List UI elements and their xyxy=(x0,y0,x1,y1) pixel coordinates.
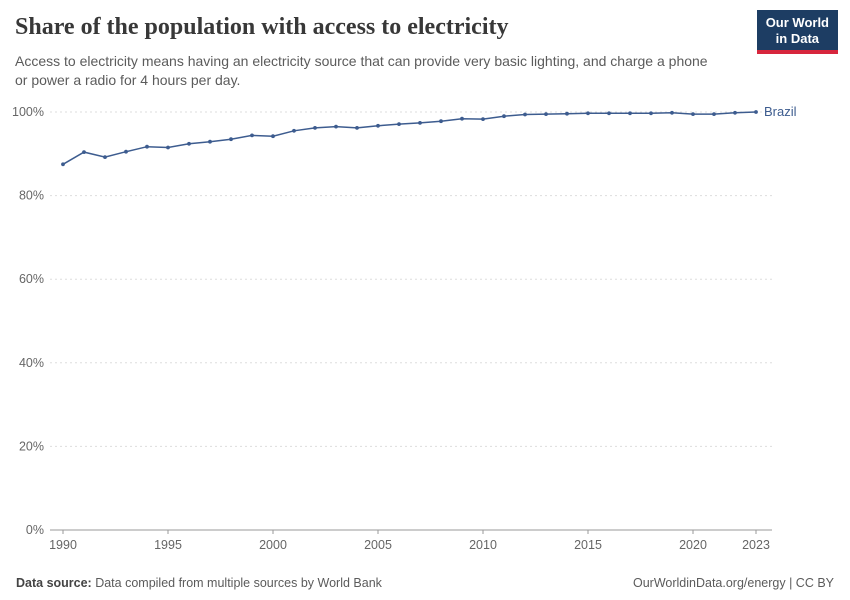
data-point xyxy=(397,122,401,126)
x-tick-label-2000: 2000 xyxy=(259,538,287,552)
data-point xyxy=(502,114,506,119)
data-source-note: Data source: Data compiled from multiple… xyxy=(16,576,382,590)
series-end-label: Brazil xyxy=(764,104,797,119)
data-source-label: Data source: xyxy=(16,576,92,590)
owid-logo[interactable]: Our World in Data xyxy=(756,10,838,55)
x-tick-label-2020: 2020 xyxy=(679,538,707,552)
chart-footer: Data source: Data compiled from multiple… xyxy=(0,576,850,590)
data-point xyxy=(523,112,527,117)
data-point xyxy=(313,126,317,130)
data-point xyxy=(334,124,338,129)
page-title: Share of the population with access to e… xyxy=(15,14,509,40)
data-point xyxy=(250,133,254,138)
x-tick-label-1995: 1995 xyxy=(154,538,182,552)
data-point xyxy=(376,123,380,128)
footer-link[interactable]: OurWorldinData.org/energy | CC BY xyxy=(632,576,834,590)
data-point xyxy=(628,111,632,116)
x-tick-label-2005: 2005 xyxy=(364,538,392,552)
data-point xyxy=(103,155,107,159)
owid-logo-line1: Our World xyxy=(765,15,829,30)
y-tick-label-100: 100% xyxy=(12,105,44,119)
chart-svg[interactable]: 0% 20% 40% 60% 80% 100% 1990 1995 2000 2005 2010 20… xyxy=(0,96,850,560)
x-tick-label-1990: 1990 xyxy=(49,538,77,552)
data-point xyxy=(439,119,443,124)
data-point xyxy=(61,162,65,167)
data-point xyxy=(649,111,653,116)
data-point xyxy=(670,110,674,115)
y-tick-label-40: 40% xyxy=(19,356,44,370)
data-point xyxy=(586,111,590,116)
y-tick-label-60: 60% xyxy=(19,272,44,286)
x-tick-label-2015: 2015 xyxy=(574,538,602,552)
data-point xyxy=(82,150,86,154)
data-point xyxy=(712,112,716,116)
data-point xyxy=(229,137,233,142)
y-tick-label-80: 80% xyxy=(19,189,44,203)
chart-subtitle: Access to electricity means having an el… xyxy=(15,53,708,88)
data-point xyxy=(733,110,737,115)
data-point xyxy=(124,149,128,154)
data-point xyxy=(481,117,485,121)
data-point xyxy=(145,144,149,149)
data-point xyxy=(460,116,464,121)
data-point xyxy=(544,112,548,116)
data-point xyxy=(754,110,758,114)
data-point xyxy=(607,111,611,116)
data-point xyxy=(565,111,569,116)
data-point xyxy=(355,126,359,130)
data-point xyxy=(271,134,275,139)
data-point xyxy=(187,141,191,146)
line-series-brazil xyxy=(62,111,757,165)
y-tick-label-20: 20% xyxy=(19,439,44,453)
owid-logo-line2: in Data xyxy=(775,30,820,46)
data-point xyxy=(292,128,296,133)
data-source-text: Data compiled from multiple sources by W… xyxy=(91,576,382,590)
y-tick-label-0: 0% xyxy=(26,523,44,537)
x-tick-label-2023: 2023 xyxy=(742,538,770,552)
data-point xyxy=(691,112,695,116)
data-point xyxy=(418,121,422,125)
chart-area[interactable]: 0% 20% 40% 60% 80% 100% 1990 1995 2000 2005 2010 20… xyxy=(0,96,850,560)
data-point xyxy=(208,139,212,144)
x-tick-label-2010: 2010 xyxy=(469,538,497,552)
data-point xyxy=(166,145,170,150)
